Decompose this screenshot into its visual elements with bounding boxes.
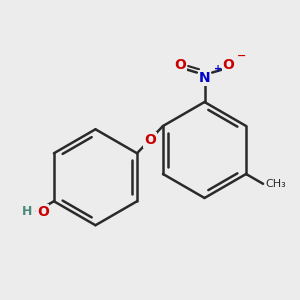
Text: O: O [37,205,49,219]
Text: H: H [22,205,33,218]
Text: −: − [237,51,246,61]
Text: O: O [144,133,156,147]
Text: O: O [175,58,187,72]
Text: N: N [199,71,210,85]
Text: +: + [214,64,222,74]
Text: CH₃: CH₃ [265,179,286,189]
Text: O: O [223,58,235,72]
